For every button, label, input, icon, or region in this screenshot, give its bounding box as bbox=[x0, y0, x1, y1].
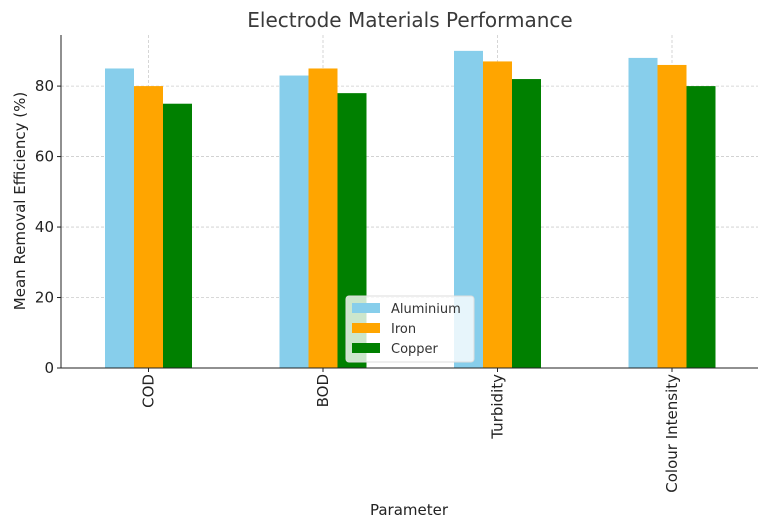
bar-iron-turbidity bbox=[483, 61, 512, 369]
y-tick-label: 0 bbox=[44, 359, 54, 377]
legend-label: Aluminium bbox=[391, 302, 461, 317]
x-tick-label: Colour Intensity bbox=[663, 374, 681, 493]
x-tick-label: COD bbox=[140, 374, 158, 408]
legend-label: Copper bbox=[391, 342, 439, 357]
y-axis-label: Mean Removal Efficiency (%) bbox=[11, 92, 29, 310]
bar-copper-colour-intensity bbox=[686, 86, 716, 368]
bar-iron-bod bbox=[308, 68, 338, 368]
bar-aluminium-colour-intensity bbox=[628, 57, 658, 369]
x-tick-label: Turbidity bbox=[489, 374, 507, 440]
y-tick-label: 20 bbox=[35, 289, 54, 307]
legend: Aluminium Iron Copper bbox=[345, 295, 475, 363]
y-tick-label: 60 bbox=[35, 148, 54, 166]
x-axis-label: Parameter bbox=[370, 501, 449, 519]
legend-label: Iron bbox=[391, 322, 416, 337]
y-ticks: 0 20 40 60 80 bbox=[35, 77, 61, 377]
legend-swatch bbox=[352, 303, 380, 313]
bar-copper-turbidity bbox=[512, 79, 541, 369]
x-ticks: COD BOD Turbidity Colour Intensity bbox=[140, 368, 681, 493]
y-tick-label: 80 bbox=[35, 77, 54, 95]
legend-swatch bbox=[352, 323, 380, 333]
bar-copper-cod bbox=[163, 103, 192, 368]
bar-iron-colour-intensity bbox=[657, 64, 687, 368]
y-tick-label: 40 bbox=[35, 218, 54, 236]
axes bbox=[60, 35, 758, 369]
bar-aluminium-cod bbox=[105, 68, 134, 368]
bar-aluminium-bod bbox=[279, 75, 309, 369]
bar-iron-cod bbox=[134, 86, 163, 368]
legend-swatch bbox=[352, 343, 380, 353]
x-tick-label: BOD bbox=[314, 374, 332, 407]
chart-title: Electrode Materials Performance bbox=[247, 8, 572, 32]
